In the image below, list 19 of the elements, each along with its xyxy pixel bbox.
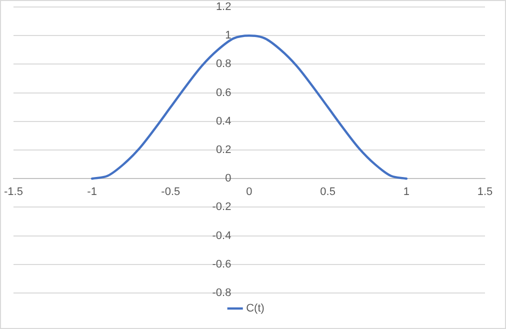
y-tick-label: 0.6 [216,86,232,99]
y-tick-label: 1.2 [216,1,232,14]
y-tick-label: -0.2 [212,201,232,214]
x-tick-label: 0 [246,186,252,198]
x-tick-label: -1.5 [4,186,23,198]
y-tick-label: -0.4 [212,230,232,242]
y-tick-label: 0.8 [216,58,232,70]
y-tick-label: 0.4 [216,115,232,128]
x-tick-label: -0.5 [161,186,180,198]
y-tick-label: -0.6 [212,258,232,270]
y-tick-label: -0.8 [212,287,232,300]
x-tick-label: 1.5 [477,186,493,198]
x-tick-label: 0.5 [320,186,336,198]
y-tick-label: 0.2 [216,144,232,156]
y-tick-label: 0 [225,172,232,185]
x-tick-label: -1 [87,186,97,198]
y-tick-label: 1 [225,30,232,42]
x-tick-label: 1 [403,186,410,198]
legend-label: C(t) [246,302,264,315]
